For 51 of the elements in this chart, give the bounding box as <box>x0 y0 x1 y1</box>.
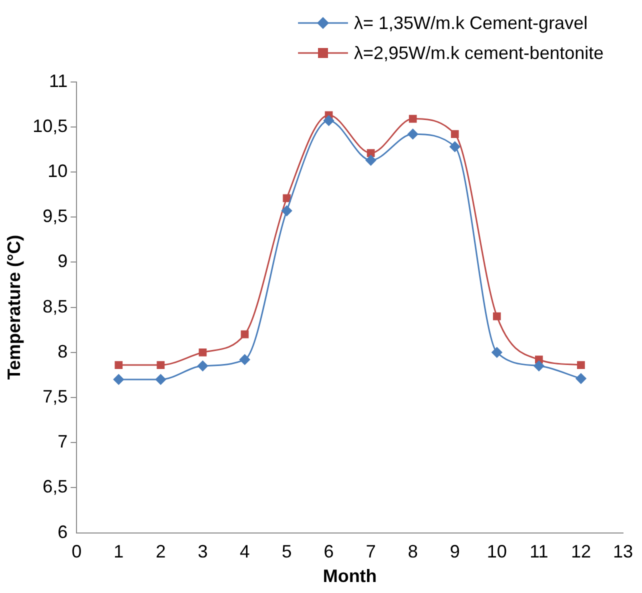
point <box>240 330 249 338</box>
y-tick-label: 6 <box>58 522 68 542</box>
y-tick-label: 10 <box>48 160 68 181</box>
y-tick-label: 10,5 <box>32 116 68 136</box>
x-tick-label: 12 <box>570 542 591 562</box>
y-tick-label: 7 <box>58 432 68 452</box>
point <box>492 347 502 358</box>
point <box>534 360 544 372</box>
x-tick-label: 1 <box>114 542 124 562</box>
x-tick-label: 2 <box>156 542 166 562</box>
point <box>324 115 334 126</box>
x-tick-label: 0 <box>72 542 82 562</box>
x-tick-label: 10 <box>486 542 507 562</box>
point <box>155 374 166 385</box>
point <box>450 130 459 138</box>
x-tick-label: 11 <box>530 542 548 562</box>
x-tick-label: 8 <box>408 542 418 562</box>
y-tick-label: 11 <box>48 70 68 91</box>
x-tick-label: 7 <box>366 542 376 562</box>
point <box>113 374 124 385</box>
legend-label: λ= 1,35W/m.k Cement-gravel <box>354 12 588 34</box>
point <box>282 206 292 216</box>
x-axis-title: Month <box>322 566 377 586</box>
y-tick-label: 8 <box>58 341 68 362</box>
point <box>114 361 123 369</box>
x-tick-label: 3 <box>198 542 208 562</box>
point <box>366 149 375 157</box>
x-tick-label: 6 <box>324 542 334 562</box>
y-tick-label: 8,5 <box>42 296 68 316</box>
y-tick-label: 7,5 <box>42 386 68 406</box>
point <box>282 194 291 202</box>
x-tick-label: 13 <box>612 542 634 562</box>
y-tick-label: 9,5 <box>42 206 68 226</box>
y-tick-label: 6,5 <box>42 476 68 497</box>
y-axis-title: Temperature (°C) <box>4 234 24 380</box>
point <box>408 128 418 140</box>
point <box>450 141 460 152</box>
point <box>156 361 165 369</box>
point <box>198 348 207 356</box>
point <box>197 360 208 372</box>
point <box>366 155 376 166</box>
point <box>576 373 586 384</box>
point <box>239 354 250 365</box>
point <box>492 312 501 320</box>
legend-label: λ=2,95W/m.k cement-bentonite <box>354 42 604 64</box>
point <box>577 361 585 369</box>
x-tick-label: 9 <box>450 542 460 562</box>
y-tick-label: 9 <box>58 251 68 272</box>
x-tick-label: 5 <box>282 542 292 562</box>
x-tick-label: 4 <box>240 542 250 562</box>
point <box>408 114 417 123</box>
